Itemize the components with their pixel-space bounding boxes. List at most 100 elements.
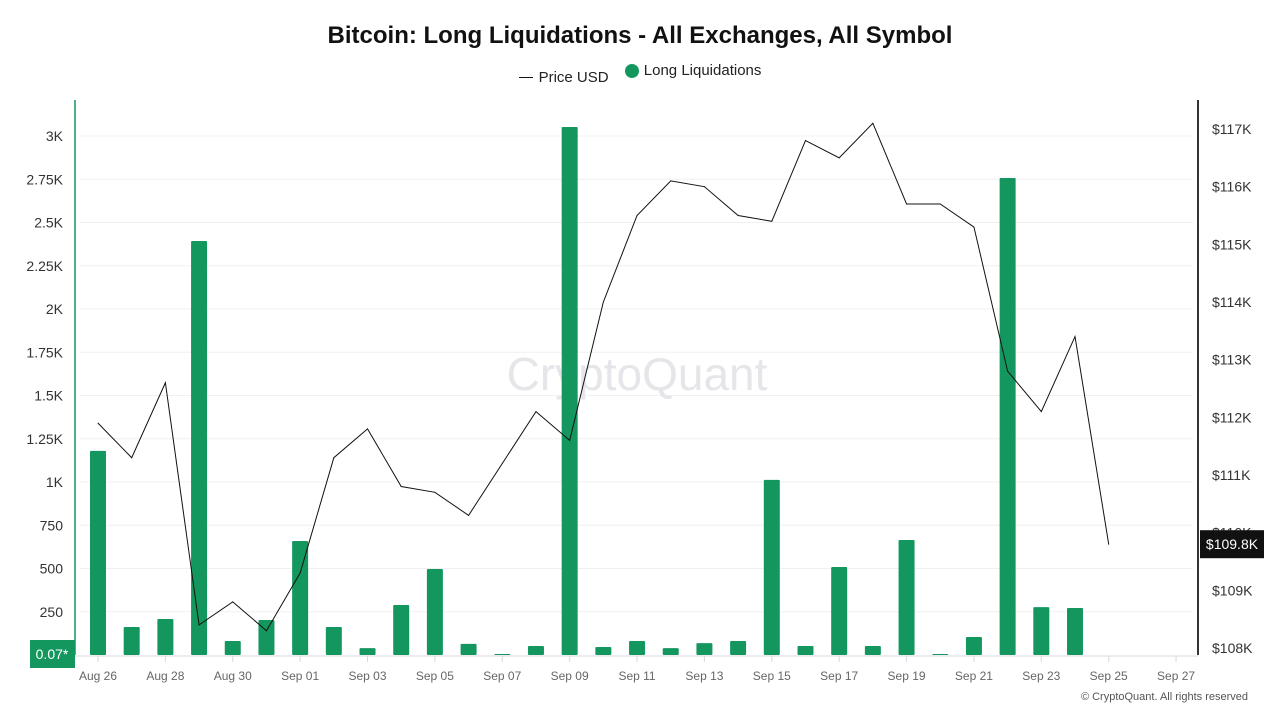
left-tick-label: 1.5K xyxy=(34,388,63,404)
bar-sep-24 xyxy=(1067,607,1084,655)
price-point xyxy=(232,601,234,603)
price-point xyxy=(198,624,200,626)
bar-sep-12 xyxy=(662,648,679,655)
bar-aug-27 xyxy=(123,626,140,655)
bar-aug-29 xyxy=(191,241,208,656)
x-tick-label: Aug 28 xyxy=(146,669,184,683)
bar-sep-08 xyxy=(527,646,544,655)
legend-label: Long Liquidations xyxy=(643,62,762,79)
price-point xyxy=(670,180,672,182)
left-tick-label: 250 xyxy=(40,604,64,620)
bar-aug-28 xyxy=(157,619,174,655)
right-tick-label: $112K xyxy=(1212,409,1252,425)
bar-sep-06 xyxy=(460,643,477,655)
price-point xyxy=(939,203,941,205)
price-point xyxy=(636,215,638,216)
price-point xyxy=(367,428,369,430)
chart-title: Bitcoin: Long Liquidations - All Exchang… xyxy=(327,22,953,49)
line-swatch-icon xyxy=(518,76,533,78)
left-tick-label: 2.25K xyxy=(26,258,63,274)
legend-label: Price USD xyxy=(538,68,609,86)
price-point xyxy=(569,439,571,441)
price-point xyxy=(973,226,975,228)
price-point xyxy=(838,157,840,159)
left-tick-label: 3K xyxy=(46,128,64,144)
bar-sep-14 xyxy=(730,640,747,655)
bar-sep-21 xyxy=(965,637,982,655)
right-tick-label: $117K xyxy=(1212,121,1252,137)
x-tick-label: Sep 13 xyxy=(685,669,723,683)
price-point xyxy=(265,630,267,632)
x-tick-label: Sep 19 xyxy=(888,669,926,683)
x-tick-label: Sep 15 xyxy=(753,669,791,683)
current-price-label: $109.8K xyxy=(1206,536,1259,552)
price-point xyxy=(737,215,739,216)
price-point xyxy=(299,572,301,574)
min-label-box xyxy=(30,640,75,668)
bar-sep-18 xyxy=(864,646,881,655)
x-tick-label: Sep 05 xyxy=(416,669,454,683)
price-point xyxy=(1040,411,1042,413)
price-point xyxy=(804,140,806,142)
bar-sep-10 xyxy=(595,647,612,655)
left-tick-label: 1.75K xyxy=(26,344,63,360)
price-point xyxy=(501,462,503,464)
bar-sep-05 xyxy=(426,569,443,655)
price-point xyxy=(771,220,773,222)
price-point xyxy=(131,457,133,459)
right-tick-label: $108K xyxy=(1212,640,1253,656)
right-tick-label: $115K xyxy=(1212,236,1252,252)
bar-sep-11 xyxy=(629,640,646,655)
price-point xyxy=(1074,336,1076,338)
price-point xyxy=(602,301,604,303)
legend-item-liquidations[interactable]: Long Liquidations xyxy=(624,62,762,79)
left-tick-label: 750 xyxy=(40,517,64,533)
bar-sep-04 xyxy=(393,605,410,655)
x-tick-label: Aug 30 xyxy=(214,669,252,683)
price-point xyxy=(703,186,705,188)
bar-aug-26 xyxy=(90,450,106,655)
right-tick-label: $116K xyxy=(1212,179,1252,195)
bar-sep-07 xyxy=(494,653,511,655)
left-tick-label: 500 xyxy=(40,561,64,577)
bar-sep-01 xyxy=(292,540,309,655)
legend: Price USD Long Liquidations xyxy=(0,62,1280,86)
bar-sep-09 xyxy=(561,127,578,655)
right-tick-label: $111K xyxy=(1212,467,1251,483)
x-tick-label: Sep 21 xyxy=(955,669,993,683)
bar-aug-30 xyxy=(224,640,241,655)
x-tick-label: Sep 03 xyxy=(348,669,386,683)
right-tick-label: $114K xyxy=(1212,294,1252,310)
price-point xyxy=(400,486,402,488)
x-tick-label: Sep 01 xyxy=(281,669,319,683)
dot-swatch-icon xyxy=(624,63,639,78)
bar-sep-23 xyxy=(1033,607,1050,655)
left-tick-label: 1.25K xyxy=(26,431,63,447)
left-tick-label: 1K xyxy=(46,474,64,490)
bar-sep-02 xyxy=(325,626,342,655)
x-tick-label: Sep 09 xyxy=(551,669,589,683)
x-tick-label: Sep 11 xyxy=(618,669,655,683)
watermark: CryptoQuant xyxy=(507,348,768,400)
bar-sep-16 xyxy=(797,646,814,655)
bar-sep-17 xyxy=(831,566,848,655)
x-tick-label: Aug 26 xyxy=(79,669,117,683)
legend-item-price[interactable]: Price USD xyxy=(518,68,609,86)
bar-sep-22 xyxy=(999,178,1016,655)
bar-aug-31 xyxy=(258,620,275,655)
bar-sep-20 xyxy=(932,653,949,655)
copyright: © CryptoQuant. All rights reserved xyxy=(1080,691,1248,703)
price-point xyxy=(1108,543,1110,545)
bar-sep-13 xyxy=(696,643,713,655)
min-label: 0.07* xyxy=(36,646,69,662)
left-tick-label: 2.5K xyxy=(34,215,63,231)
right-tick-label: $113K xyxy=(1212,352,1252,368)
price-point xyxy=(1007,370,1009,372)
price-point xyxy=(468,514,470,516)
left-tick-label: 2.75K xyxy=(26,171,63,187)
right-tick-label: $109K xyxy=(1212,582,1253,598)
price-point xyxy=(872,122,874,124)
current-price-box xyxy=(1200,530,1264,559)
price-point xyxy=(164,382,166,384)
